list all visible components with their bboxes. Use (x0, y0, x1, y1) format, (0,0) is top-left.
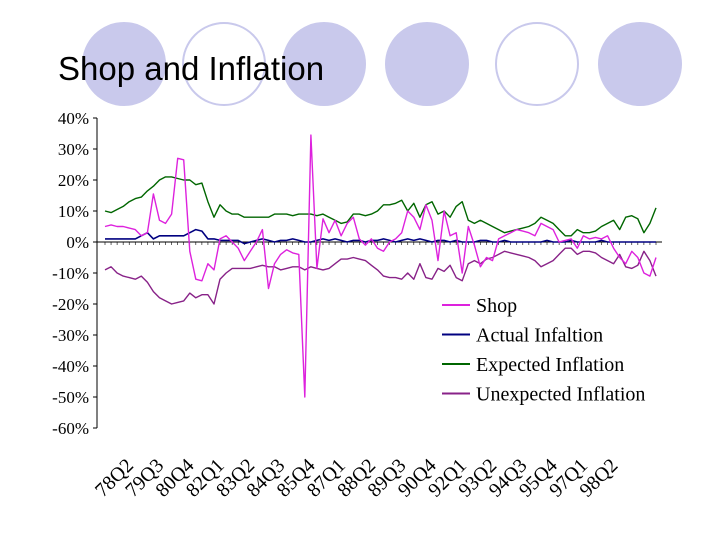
y-tick-label: 0% (66, 233, 89, 252)
y-tick-label: 10% (58, 202, 89, 221)
y-tick-label: -60% (52, 419, 89, 438)
slide-title: Shop and Inflation (58, 50, 325, 87)
y-tick-label: -10% (52, 264, 89, 283)
series-line-expected-inflation (104, 176, 657, 237)
series-line-unexpected-inflation (104, 247, 657, 305)
legend-label: Shop (476, 295, 517, 317)
series-line-shop (104, 134, 657, 398)
series-line-actual-infaltion (105, 228, 656, 245)
legend-label: Unexpected Inflation (476, 384, 645, 406)
y-tick-label: -20% (52, 295, 89, 314)
decorative-circle-5 (495, 22, 579, 106)
y-tick-label: 20% (58, 171, 89, 190)
legend-label: Actual Infaltion (476, 325, 603, 347)
decorative-circle-4 (385, 22, 469, 106)
decorative-circle-1 (82, 22, 166, 106)
series-layer (104, 134, 657, 398)
legend-label: Expected Inflation (476, 354, 624, 376)
y-tick-label: 30% (58, 140, 89, 159)
decorative-circle-3 (282, 22, 366, 106)
y-axis: 40% 30% 20% 10% 0% -10% -20% -30% -40% -50% -60% (52, 109, 98, 438)
y-tick-label: -30% (52, 326, 89, 345)
decorative-circle-2 (182, 22, 266, 106)
decorative-circle-6 (598, 22, 682, 106)
y-tick-label: -50% (52, 388, 89, 407)
legend: Shop Actual Infaltion Expected Inflation Un… (442, 295, 645, 406)
y-tick-label: 40% (58, 109, 89, 128)
y-tick-label: -40% (52, 357, 89, 376)
